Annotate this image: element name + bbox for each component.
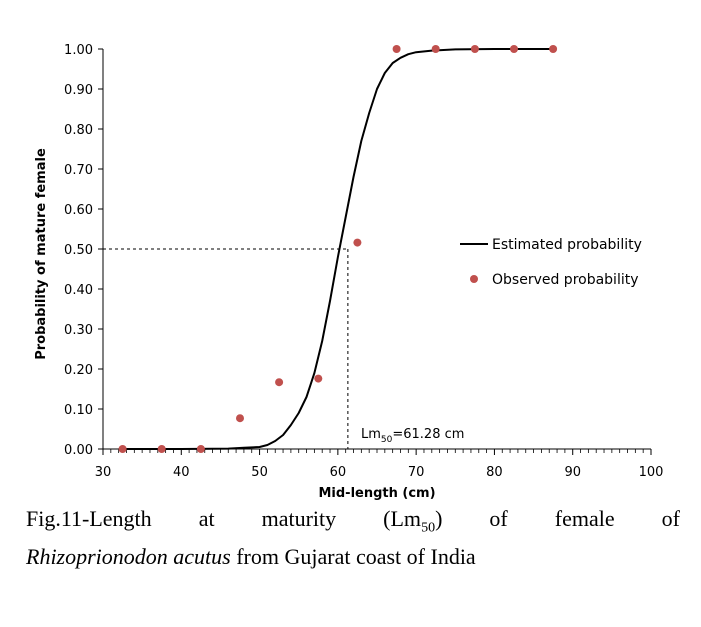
- caption-word: female: [554, 506, 615, 531]
- observed-point: [314, 374, 323, 383]
- y-tick-label: 0.10: [64, 403, 93, 418]
- figure-caption: Fig.11-Length at maturity (Lm50) of fema…: [26, 504, 680, 571]
- observed-point: [470, 45, 479, 53]
- observed-point: [392, 45, 401, 53]
- x-tick-label: 30: [95, 465, 112, 480]
- y-tick-label: 0.90: [64, 83, 93, 98]
- legend-label-observed: Observed probability: [492, 272, 639, 288]
- y-tick-label: 0.00: [64, 443, 93, 458]
- observed-point: [236, 414, 244, 423]
- reference-lines: [103, 248, 349, 449]
- legend-marker-swatch: [470, 275, 478, 283]
- y-tick-label: 0.50: [64, 243, 93, 258]
- y-tick-label: 0.70: [64, 163, 93, 178]
- maturity-chart: 0.00 0.10 0.20 0.30 0.40 0.50 0.60 0.70 0.80 0.90…: [34, 43, 663, 500]
- lm50-annotation-suffix: =61.28 cm: [392, 427, 464, 442]
- observed-point: [510, 45, 518, 53]
- caption-word: Fig.11-Length: [26, 506, 152, 531]
- caption-lm-sub: 50: [421, 520, 436, 536]
- observed-point: [118, 445, 127, 453]
- caption-rest: from Gujarat coast of India: [230, 544, 476, 570]
- estimated-probability-curve: [118, 48, 554, 450]
- observed-points-layer: [118, 45, 558, 453]
- x-tick-label: 50: [251, 465, 268, 480]
- lm50-annotation: Lm50=61.28 cm: [361, 427, 464, 445]
- caption-lm50: (Lm50): [383, 504, 442, 542]
- y-tick-label: 1.00: [64, 43, 93, 58]
- legend-label-estimated: Estimated probability: [492, 237, 642, 253]
- x-axis-title: Mid-length (cm): [318, 486, 435, 500]
- x-tick-label: 70: [408, 465, 425, 480]
- observed-point: [157, 445, 166, 453]
- caption-species: Rhizoprionodon acutus: [26, 544, 231, 570]
- lm50-annotation-subscript: 50: [381, 435, 393, 445]
- x-tick-label: 100: [639, 465, 664, 480]
- y-tick-label: 0.20: [64, 363, 93, 378]
- y-tick-label: 0.80: [64, 123, 93, 138]
- tick-labels: 0.00 0.10 0.20 0.30 0.40 0.50 0.60 0.70 0.80 0.90…: [64, 43, 663, 480]
- estimated-curve-layer: [118, 48, 554, 450]
- caption-word: of: [489, 506, 508, 531]
- x-tick-label: 90: [564, 465, 581, 480]
- observed-point: [431, 45, 440, 53]
- lm50-annotation-prefix: Lm: [361, 427, 381, 442]
- y-tick-label: 0.60: [64, 203, 93, 218]
- observed-point: [196, 445, 205, 453]
- caption-word: of: [661, 506, 680, 531]
- caption-line-2: Rhizoprionodon acutus from Gujarat coast…: [26, 542, 680, 571]
- caption-word: maturity: [261, 506, 337, 531]
- y-tick-label: 0.30: [64, 323, 93, 338]
- x-tick-label: 60: [330, 465, 347, 480]
- caption-lm-close: ): [435, 506, 443, 531]
- y-tick-label: 0.40: [64, 283, 93, 298]
- x-tick-label: 40: [173, 465, 190, 480]
- legend: Estimated probability Observed probabili…: [460, 237, 642, 288]
- caption-word: at: [198, 506, 215, 531]
- y-axis-title: Probability of mature female: [34, 148, 49, 360]
- caption-line-1: Fig.11-Length at maturity (Lm50) of fema…: [26, 504, 680, 542]
- observed-point: [275, 378, 284, 387]
- observed-point: [549, 45, 558, 53]
- caption-lm-open: (Lm: [383, 506, 422, 531]
- observed-point: [353, 238, 362, 247]
- x-tick-label: 80: [486, 465, 503, 480]
